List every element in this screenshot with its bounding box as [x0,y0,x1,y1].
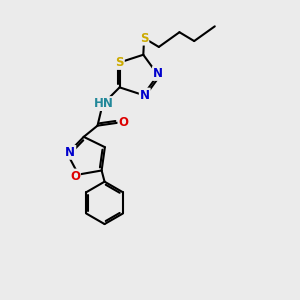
Text: N: N [153,67,163,80]
Text: N: N [65,146,75,159]
Text: O: O [118,116,128,129]
Text: N: N [140,88,150,102]
Text: O: O [70,169,80,182]
Text: HN: HN [94,97,113,110]
Text: S: S [115,56,124,69]
Text: S: S [140,32,148,45]
